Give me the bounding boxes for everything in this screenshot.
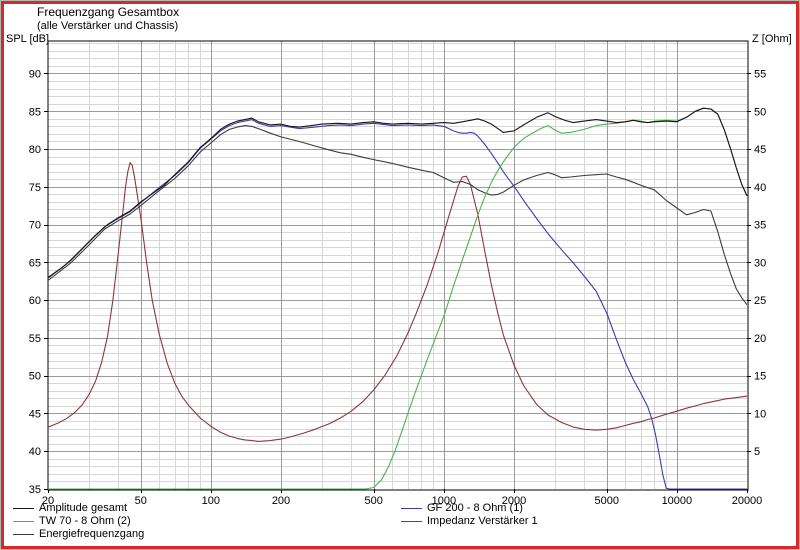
- chart-title: Frequenzgang Gesamtbox: [37, 5, 180, 19]
- curve-energiefrequenzgang: [47, 125, 748, 306]
- y-tick-label-left: 45: [29, 408, 41, 420]
- y-tick-label-right: 40: [754, 182, 766, 194]
- x-tick-label: 200: [272, 495, 290, 507]
- x-tick-label: 50: [135, 495, 147, 507]
- curve-gf-200-8-ohm-1-: [47, 119, 747, 490]
- y-tick-label-right: 15: [754, 371, 766, 383]
- y-axis-right-label: Z [Ohm]: [752, 33, 792, 45]
- legend-swatch-impedanz: [401, 521, 422, 522]
- y-tick-label-right: 30: [754, 257, 766, 269]
- x-tick-label: 500: [365, 495, 383, 507]
- curve-impedanz-verst-rker-1: [47, 162, 748, 442]
- y-tick-label-right: 10: [754, 408, 766, 420]
- legend-swatch-gf200: [401, 508, 422, 509]
- y-tick-label-left: 40: [29, 446, 41, 458]
- x-tick-label: 20000: [732, 495, 763, 507]
- y-tick-label-right: 35: [754, 220, 766, 232]
- x-tick-label: 1000: [432, 495, 456, 507]
- y-tick-label-left: 55: [29, 333, 41, 345]
- y-tick-label-left: 75: [29, 182, 41, 194]
- y-tick-label-left: 35: [29, 484, 41, 496]
- y-tick-label-left: 90: [29, 68, 41, 80]
- legend-label: GF 200 - 8 Ohm (1): [427, 502, 523, 514]
- legend-swatch-tw70: [13, 521, 34, 522]
- x-tick-label: 2000: [502, 495, 526, 507]
- y-axis-left-label: SPL [dB]: [6, 33, 50, 45]
- y-tick-label-left: 80: [29, 144, 41, 156]
- legend-label: Impedanz Verstärker 1: [427, 515, 538, 527]
- x-tick-label: 20: [42, 495, 54, 507]
- y-tick-label-right: 55: [754, 68, 766, 80]
- y-tick-label-left: 70: [29, 220, 41, 232]
- legend-label: Amplitude gesamt: [39, 502, 128, 514]
- curve-amplitude-gesamt: [47, 107, 748, 278]
- plot-frame: [47, 40, 749, 491]
- x-tick-label: 10000: [662, 495, 693, 507]
- legend-swatch-amplitude: [13, 508, 34, 509]
- x-tick-label: 5000: [594, 495, 618, 507]
- y-tick-label-right: 20: [754, 333, 766, 345]
- x-tick-label: 100: [202, 495, 220, 507]
- chart-subtitle: (alle Verstärker und Chassis): [37, 20, 179, 32]
- y-tick-label-right: 5: [754, 446, 760, 458]
- y-tick-label-left: 85: [29, 106, 41, 118]
- curve-tw-70-8-ohm-2-: [48, 107, 748, 490]
- legend-swatch-energie: [13, 534, 34, 535]
- legend-label: TW 70 - 8 Ohm (2): [39, 515, 131, 527]
- y-tick-label-left: 65: [29, 257, 41, 269]
- y-tick-label-right: 25: [754, 295, 766, 307]
- y-tick-label-left: 50: [29, 371, 41, 383]
- legend-label: Energiefrequenzgang: [39, 528, 145, 540]
- y-tick-label-left: 60: [29, 295, 41, 307]
- y-tick-label-right: 45: [754, 144, 766, 156]
- y-tick-label-right: 50: [754, 106, 766, 118]
